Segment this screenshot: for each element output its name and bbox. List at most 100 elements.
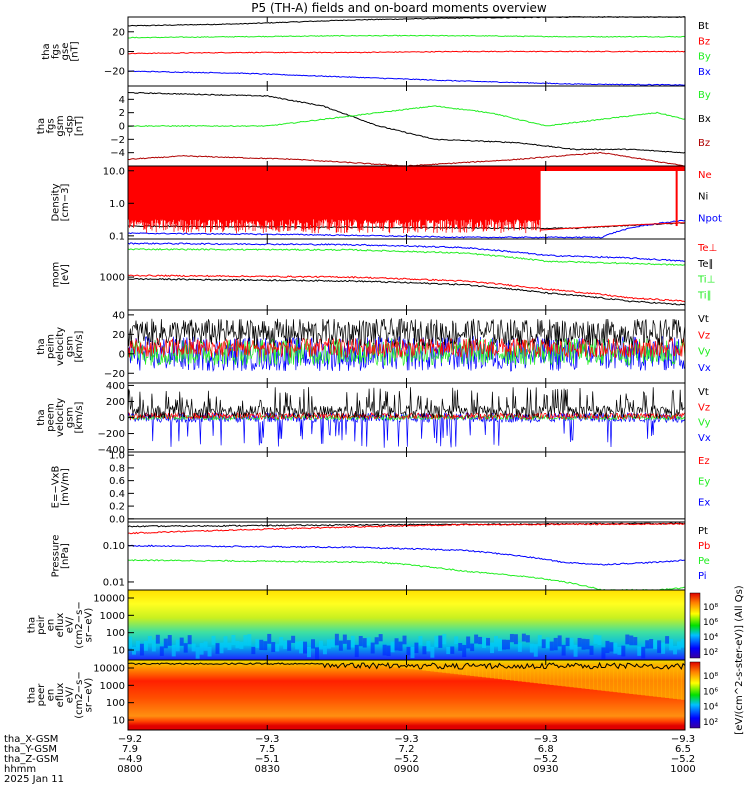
spectrogram-cell: [131, 646, 136, 655]
spectrogram-cell: [211, 635, 216, 645]
spectrogram-cell: [287, 640, 292, 651]
x-axis-value-hhmm: 0800: [117, 764, 142, 775]
legend-entry: Pt: [698, 526, 708, 537]
spectrogram-cell: [450, 646, 455, 654]
y-axis-label: [km/s]: [74, 330, 85, 362]
spectrogram-cell: [295, 641, 300, 650]
spectrogram-cell: [498, 665, 503, 680]
y-axis-label: [nPa]: [60, 543, 71, 569]
spectrogram-cell: [418, 665, 423, 671]
series-Ne-spikes: [127, 170, 541, 234]
x-axis-row-label: hhmm: [4, 764, 36, 775]
spectrogram-cell: [438, 635, 443, 648]
spectrogram-cell: [362, 638, 367, 648]
spectrogram-cell: [271, 642, 276, 653]
spectrogram-cell: [537, 635, 542, 646]
spectrogram-cell: [199, 643, 204, 655]
spectrogram-cell: [402, 635, 407, 645]
spectrogram-cell: [645, 665, 650, 696]
spectrogram-cell: [669, 665, 674, 699]
spectrogram-cell: [143, 640, 148, 651]
spectrogram-cell: [565, 637, 570, 647]
spectrogram-cell: [541, 639, 546, 649]
x-axis-value-y: 6.5: [675, 744, 691, 755]
y-tick-label: 1.0: [109, 199, 125, 210]
spectrogram-cell: [657, 665, 662, 698]
colorbar-tick-label: 10⁴: [703, 703, 718, 713]
legend-entry: Npot: [698, 213, 722, 224]
spectrogram-cell: [549, 665, 555, 685]
spectrogram-cell: [299, 641, 304, 654]
spectrogram-cell: [677, 641, 682, 650]
colorbar-tick-label: 10⁸: [703, 603, 718, 613]
spectrogram-cell: [665, 665, 670, 698]
spectrogram-cell: [303, 641, 308, 654]
y-tick-label: 20: [112, 330, 125, 341]
spectrogram-cell: [422, 665, 427, 671]
y-tick-label: 0.6: [109, 476, 125, 487]
y-tick-label: 1000: [100, 273, 125, 284]
y-axis-label: Pressure: [50, 535, 61, 578]
legend-entry: Ey: [698, 477, 710, 488]
spectrogram-cell: [342, 634, 347, 644]
velocity-trace-3: [127, 387, 686, 420]
series-Ti⊥: [127, 242, 686, 262]
spectrogram-cell: [529, 643, 534, 653]
legend-entry: Vx: [698, 363, 711, 374]
spectrogram-cell: [474, 634, 479, 644]
y-axis-label: [km/s]: [74, 401, 85, 433]
spectrogram-cell: [434, 665, 439, 672]
spectrogram-cell: [649, 639, 654, 649]
legend-entry: Bz: [698, 138, 710, 149]
y-tick-label: −400: [98, 445, 125, 456]
spectrogram-cell: [529, 665, 535, 683]
x-axis-value-y: 7.2: [399, 744, 415, 755]
spectrogram-cell: [629, 665, 634, 694]
spectrogram-cell: [637, 665, 642, 695]
y-tick-label: 1.0: [109, 451, 125, 462]
spectrogram-cell: [597, 665, 602, 691]
spectrogram-cell: [629, 635, 634, 646]
y-tick-label: 400: [106, 381, 125, 392]
y-tick-label: 0.4: [109, 489, 125, 500]
spectrogram-cell: [446, 665, 451, 674]
spectrogram-cell: [625, 665, 630, 694]
spectrogram-cell: [259, 639, 264, 651]
spectrogram-cell: [382, 644, 387, 656]
spectrogram-cell: [175, 639, 180, 652]
legend-entry: Te⊥: [697, 243, 717, 254]
spectrogram-cell: [406, 665, 411, 669]
colorbar-tick-label: 10²: [703, 648, 718, 658]
spectrogram-cell: [318, 640, 323, 650]
y-axis-label: (cm2−s−: [74, 601, 85, 648]
y-tick-label: 0: [119, 122, 125, 133]
spectrogram-cell: [617, 647, 622, 655]
series-Te⊥: [127, 274, 686, 303]
x-axis-value-x: −9.3: [671, 734, 695, 745]
y-axis-label: [nT]: [69, 41, 80, 61]
spectrogram-cell: [291, 635, 296, 643]
spectrogram-cell: [561, 644, 566, 656]
colorbar-label: [eV/(cm^2-s-ster-eV)] (All Qs): [734, 585, 745, 734]
spectrogram-cell: [239, 641, 244, 650]
spectrogram-cell: [478, 636, 483, 645]
legend-entry: Vt: [698, 387, 709, 398]
spectrogram-cell: [442, 634, 447, 645]
spectrogram-cell: [462, 665, 467, 676]
legend-entry: Te∥: [697, 259, 714, 270]
spectrogram-cell: [314, 647, 319, 660]
spectrogram-cell: [414, 665, 419, 670]
y-axis-label: -dsp: [65, 115, 76, 137]
spectrogram-cell: [669, 639, 674, 651]
spectrogram-cell: [681, 639, 685, 648]
spectrogram-cell: [681, 665, 686, 700]
y-tick-label: 0.1: [109, 231, 125, 242]
legend-entry: Vx: [698, 433, 711, 444]
spectrogram-cell: [307, 646, 312, 658]
panels: 200−20thafgsgse[nT]BtBzByBx420−2−4thafgs…: [27, 16, 722, 731]
spectrogram-cell: [621, 645, 626, 657]
y-tick-label: −200: [98, 429, 125, 440]
spectrogram-cell: [438, 665, 443, 673]
y-tick-label: 200: [106, 397, 125, 408]
